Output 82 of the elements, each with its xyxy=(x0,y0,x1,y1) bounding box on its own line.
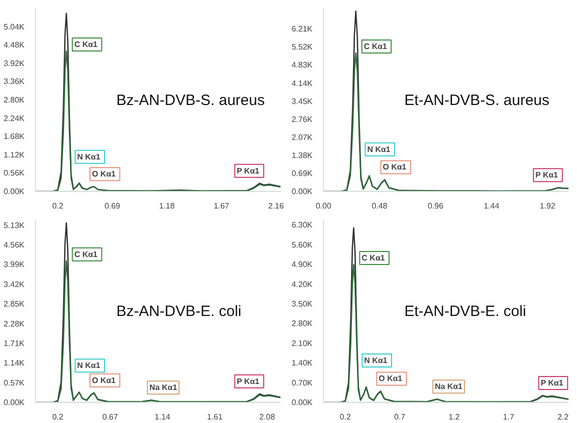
y-tick-label: 0.00K xyxy=(292,187,314,196)
y-tick-label: 3.92K xyxy=(4,58,26,68)
annotation: N Kα1 xyxy=(77,152,101,162)
x-tick-label: 1.92 xyxy=(540,202,556,210)
y-tick-label: 1.14K xyxy=(4,358,26,368)
y-tick-label: 4.56K xyxy=(4,240,26,250)
y-tick-label: 3.42K xyxy=(4,280,26,289)
x-tick-label: 1.18 xyxy=(159,202,176,210)
y-tick-label: 2.85K xyxy=(4,300,26,309)
annotation: O Kα1 xyxy=(378,374,403,384)
y-tick-label: 4.83K xyxy=(292,60,314,70)
x-tick-label: 2.16 xyxy=(268,202,284,210)
x-tick-label: 0.00 xyxy=(316,202,332,210)
x-tick-label: 0.48 xyxy=(372,202,388,210)
y-tick-label: 3.50K xyxy=(292,299,314,308)
y-tick-label: 1.71K xyxy=(4,338,26,348)
y-tick-label: 5.04K xyxy=(4,22,26,32)
text: Et-AN-DVB-E. coli xyxy=(404,303,526,320)
annotation: C Kα1 xyxy=(364,42,388,51)
x-tick-label: 1.2 xyxy=(448,412,460,422)
y-tick-label: 0.70K xyxy=(292,378,314,388)
annotation: P Kα1 xyxy=(236,376,260,386)
y-tick-label: 6.30K xyxy=(292,220,314,230)
y-tick-label: 4.48K xyxy=(4,40,26,50)
y-tick-label: 1.40K xyxy=(292,358,314,368)
y-tick-label: 5.13K xyxy=(4,220,26,230)
y-tick-label: 1.12K xyxy=(4,150,26,160)
x-tick-label: 2.08 xyxy=(259,412,276,422)
annotation: P Kα1 xyxy=(540,378,564,388)
annotation: Na Kα1 xyxy=(149,383,178,392)
y-tick-label: 4.90K xyxy=(292,260,314,270)
y-tick-label: 2.76K xyxy=(292,114,314,124)
y-tick-label: 2.80K xyxy=(4,96,26,104)
y-tick-label: 2.80K xyxy=(292,319,314,328)
x-tick-label: 1.67 xyxy=(214,202,230,210)
annotation: O Kα1 xyxy=(92,170,116,179)
y-tick-label: 2.24K xyxy=(4,114,26,123)
y-tick-label: 4.14K xyxy=(292,78,314,88)
x-tick-label: 2.2 xyxy=(557,412,570,422)
x-tick-label: 0.7 xyxy=(394,412,406,422)
y-tick-label: 1.68K xyxy=(4,132,26,142)
annotation: P Kα1 xyxy=(236,166,260,176)
y-tick-label: 2.07K xyxy=(292,132,314,142)
y-tick-label: 0.69K xyxy=(292,168,314,178)
y-tick-label: 0.00K xyxy=(292,398,314,407)
annotation: N Kα1 xyxy=(367,144,391,154)
y-tick-label: 0.57K xyxy=(4,378,26,388)
y-tick-label: 0.00K xyxy=(4,187,26,196)
y-tick-label: 5.60K xyxy=(292,240,314,250)
y-tick-label: 0.00K xyxy=(4,398,26,407)
y-tick-label: 4.20K xyxy=(292,280,314,289)
x-tick-label: 1.7 xyxy=(503,412,515,422)
y-tick-label: 6.21K xyxy=(292,24,314,34)
y-tick-label: 0.56K xyxy=(4,168,26,178)
y-tick-label: 3.99K xyxy=(4,260,26,270)
x-tick-label: 0.96 xyxy=(428,202,444,210)
x-tick-label: 0.67 xyxy=(102,412,118,422)
text: Et-AN-DVB-S. aureus xyxy=(404,92,550,110)
annotation: N Kα1 xyxy=(364,356,388,366)
x-tick-label: 1.44 xyxy=(484,202,500,210)
x-tick-label: 1.14 xyxy=(154,412,171,422)
annotation: P Kα1 xyxy=(535,170,559,180)
annotation: C Kα1 xyxy=(74,250,98,259)
annotation: N Kα1 xyxy=(77,361,101,370)
annotation: Na Kα1 xyxy=(434,382,463,392)
y-tick-label: 3.45K xyxy=(292,96,314,106)
y-tick-label: 2.10K xyxy=(292,338,314,348)
annotation: C Kα1 xyxy=(362,254,386,263)
x-tick-label: 0.69 xyxy=(104,202,121,210)
y-tick-label: 2.28K xyxy=(4,319,26,328)
y-tick-label: 5.52K xyxy=(292,42,314,52)
text: Bz-AN-DVB-S. aureus xyxy=(116,92,265,110)
x-tick-label: 0.2 xyxy=(52,412,64,422)
x-tick-label: 1.61 xyxy=(207,412,224,422)
x-tick-label: 0.2 xyxy=(340,412,352,422)
annotation: O Kα1 xyxy=(92,376,116,385)
x-tick-label: 0.2 xyxy=(52,202,64,210)
y-tick-label: 3.36K xyxy=(4,77,26,86)
text: Bz-AN-DVB-E. coli xyxy=(116,303,242,320)
y-tick-label: 1.38K xyxy=(292,150,314,160)
annotation: C Kα1 xyxy=(74,40,98,49)
annotation: O Kα1 xyxy=(382,162,407,172)
